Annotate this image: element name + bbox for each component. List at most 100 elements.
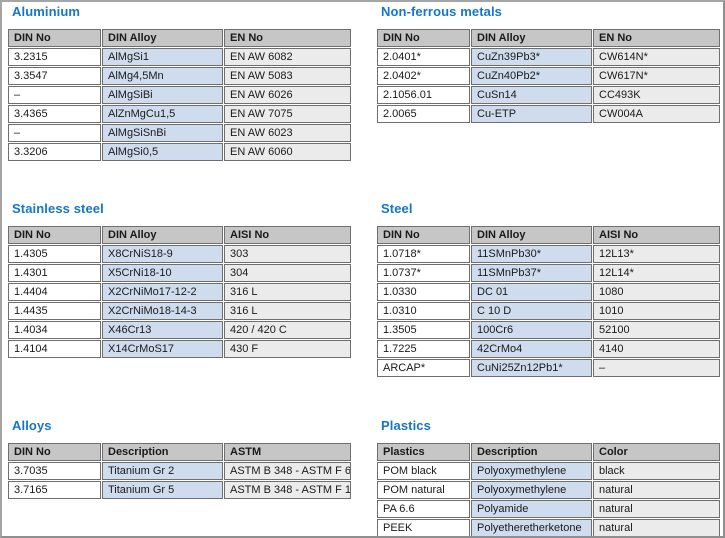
table-cell: X2CrNiMo18-14-3 (102, 302, 223, 320)
header-row: DIN No DIN Alloy AISI No (8, 226, 351, 244)
table-cell: X14CrMoS17 (102, 340, 223, 358)
table-cell: 100Cr6 (471, 321, 592, 339)
table-row: 3.3547 AlMg4,5Mn EN AW 5083 (8, 67, 351, 85)
column-header: DIN Alloy (102, 29, 223, 47)
table-cell: 2.0402* (377, 67, 470, 85)
table-row: 3.7035 Titanium Gr 2 ASTM B 348 - ASTM F 6… (8, 462, 351, 480)
table-cell: – (593, 359, 720, 377)
table-row: 3.7165 Titanium Gr 5 ASTM B 348 - ASTM F 1… (8, 481, 351, 499)
table-cell: 3.2315 (8, 48, 101, 66)
table-cell: 4140 (593, 340, 720, 358)
table-row: 1.7225 42CrMo4 4140 (377, 340, 720, 358)
table-row: – AlMgSiSnBi EN AW 6023 (8, 124, 351, 142)
table-row: 1.0330 DC 01 1080 (377, 283, 720, 301)
table-cell: 1.4435 (8, 302, 101, 320)
table-row: 3.3206 AlMgSi0,5 EN AW 6060 (8, 143, 351, 161)
alloys-table: DIN No Description ASTM 3.7035 Titanium Gr 2… (7, 442, 352, 500)
section-title-non-ferrous-metals: Non-ferrous metals (381, 4, 502, 19)
table-cell: EN AW 6060 (224, 143, 351, 161)
column-header: ASTM (224, 443, 351, 461)
stainless-steel-table: DIN No DIN Alloy AISI No 1.4305 X8CrNiS18-9 3… (7, 225, 352, 359)
table-row: 1.4301 X5CrNi18-10 304 (8, 264, 351, 282)
table-cell: 12L13* (593, 245, 720, 263)
table-cell: C 10 D (471, 302, 592, 320)
table-cell: 3.7035 (8, 462, 101, 480)
table-cell: DC 01 (471, 283, 592, 301)
table-cell: CW004A (593, 105, 720, 123)
table-cell: X5CrNi18-10 (102, 264, 223, 282)
table-cell: POM natural (377, 481, 470, 499)
table-row: 1.4305 X8CrNiS18-9 303 (8, 245, 351, 263)
table-cell: 1.0310 (377, 302, 470, 320)
section-stainless-steel: Stainless steel DIN No DIN Alloy AISI No 1.… (7, 202, 353, 359)
table-cell: Polyoxymethylene (471, 481, 592, 499)
table-row: 1.0310 C 10 D 1010 (377, 302, 720, 320)
table-row: PEEK Polyetheretherketone natural (377, 519, 720, 536)
table-cell: 1080 (593, 283, 720, 301)
table-cell: Polyetheretherketone (471, 519, 592, 536)
table-row: 3.2315 AlMgSi1 EN AW 6082 (8, 48, 351, 66)
table-cell: EN AW 5083 (224, 67, 351, 85)
table-cell: Titanium Gr 5 (102, 481, 223, 499)
table-cell: PEEK (377, 519, 470, 536)
column-header: DIN No (377, 226, 470, 244)
table-cell: CuZn39Pb3* (471, 48, 592, 66)
column-header: DIN No (8, 443, 101, 461)
table-cell: 3.7165 (8, 481, 101, 499)
header-row: DIN No Description ASTM (8, 443, 351, 461)
table-cell: 2.0401* (377, 48, 470, 66)
table-cell: – (8, 124, 101, 142)
table-row: 1.4435 X2CrNiMo18-14-3 316 L (8, 302, 351, 320)
table-cell: Titanium Gr 2 (102, 462, 223, 480)
section-alloys: Alloys DIN No Description ASTM 3.7035 Titani… (7, 419, 353, 500)
column-header: DIN Alloy (102, 226, 223, 244)
table-cell: 11SMnPb30* (471, 245, 592, 263)
column-header: AISI No (224, 226, 351, 244)
table-cell: natural (593, 500, 720, 518)
table-cell: X2CrNiMo17-12-2 (102, 283, 223, 301)
table-cell: 1.0718* (377, 245, 470, 263)
table-cell: 304 (224, 264, 351, 282)
table-cell: 1.4305 (8, 245, 101, 263)
table-cell: AlZnMgCu1,5 (102, 105, 223, 123)
table-cell: AlMgSi1 (102, 48, 223, 66)
section-steel: Steel DIN No DIN Alloy AISI No 1.0718* 11SMn… (376, 202, 722, 378)
section-non-ferrous-metals: Non-ferrous metals DIN No DIN Alloy EN No 2… (376, 5, 722, 124)
table-cell: Cu-ETP (471, 105, 592, 123)
table-row: ARCAP* CuNi25Zn12Pb1* – (377, 359, 720, 377)
table-cell: X8CrNiS18-9 (102, 245, 223, 263)
table-cell: 1.4034 (8, 321, 101, 339)
table-cell: 42CrMo4 (471, 340, 592, 358)
table-cell: 3.3206 (8, 143, 101, 161)
table-cell: 2.1056.01 (377, 86, 470, 104)
table-cell: 1.3505 (377, 321, 470, 339)
column-header: Color (593, 443, 720, 461)
table-row: PA 6.6 Polyamide natural (377, 500, 720, 518)
table-cell: 1.0737* (377, 264, 470, 282)
table-cell: POM black (377, 462, 470, 480)
table-cell: 12L14* (593, 264, 720, 282)
table-cell: CuNi25Zn12Pb1* (471, 359, 592, 377)
aluminium-table: DIN No DIN Alloy EN No 3.2315 AlMgSi1 EN AW 6… (7, 28, 352, 162)
table-cell: 52100 (593, 321, 720, 339)
table-row: 1.4034 X46Cr13 420 / 420 C (8, 321, 351, 339)
table-cell: CC493K (593, 86, 720, 104)
header-row: DIN No DIN Alloy EN No (8, 29, 351, 47)
table-cell: Polyoxymethylene (471, 462, 592, 480)
table-cell: 316 L (224, 302, 351, 320)
table-cell: 11SMnPb37* (471, 264, 592, 282)
table-row: – AlMgSiBi EN AW 6026 (8, 86, 351, 104)
header-row: Plastics Description Color (377, 443, 720, 461)
table-row: 2.1056.01 CuSn14 CC493K (377, 86, 720, 104)
table-row: 1.0718* 11SMnPb30* 12L13* (377, 245, 720, 263)
table-cell: Polyamide (471, 500, 592, 518)
table-cell: EN AW 7075 (224, 105, 351, 123)
column-header: AISI No (593, 226, 720, 244)
table-cell: 316 L (224, 283, 351, 301)
table-cell: 1.4301 (8, 264, 101, 282)
table-row: 2.0401* CuZn39Pb3* CW614N* (377, 48, 720, 66)
table-row: 1.3505 100Cr6 52100 (377, 321, 720, 339)
table-cell: X46Cr13 (102, 321, 223, 339)
table-cell: 2.0065 (377, 105, 470, 123)
